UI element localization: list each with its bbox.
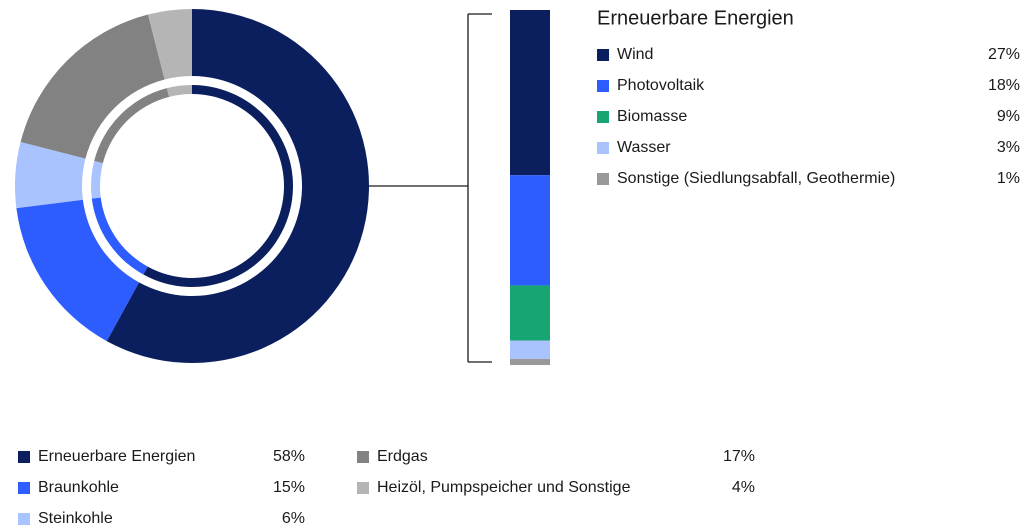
legend-label: Wasser: [617, 139, 671, 156]
legend-swatch: [597, 142, 609, 154]
legend-label: Heizöl, Pumpspeicher und Sonstige: [377, 479, 631, 496]
bar-segment: [510, 358, 550, 365]
donut-segment: [106, 9, 369, 363]
legend-swatch: [18, 513, 30, 525]
legend-label: Wind: [617, 46, 653, 63]
legend-value: 4%: [732, 479, 755, 496]
legend-value: 9%: [997, 108, 1020, 125]
bar-legend-title: Erneuerbare Energien: [597, 7, 794, 29]
legend-swatch: [597, 111, 609, 123]
donut-segment: [16, 199, 140, 342]
bar-segment: [510, 175, 550, 286]
legend-label: Erdgas: [377, 448, 428, 465]
legend-label: Sonstige (Siedlungsabfall, Geothermie): [617, 170, 895, 187]
legend-swatch: [18, 482, 30, 494]
legend-swatch: [18, 451, 30, 463]
legend-value: 15%: [273, 479, 305, 496]
legend-swatch: [597, 173, 609, 185]
legend-swatch: [357, 482, 369, 494]
legend-swatch: [597, 49, 609, 61]
legend-value: 3%: [997, 139, 1020, 156]
legend-label: Photovoltaik: [617, 77, 705, 94]
legend-value: 6%: [282, 510, 305, 527]
legend-value: 58%: [273, 448, 305, 465]
inner-ring-segment: [143, 85, 293, 288]
legend-label: Biomasse: [617, 108, 687, 125]
inner-ring-segment: [91, 197, 148, 275]
legend-label: Braunkohle: [38, 479, 119, 496]
legend-swatch: [597, 80, 609, 92]
bracket: [369, 13, 492, 363]
legend-label: Steinkohle: [38, 510, 113, 527]
inner-ring-segment: [94, 88, 170, 164]
bar-segment: [510, 285, 550, 341]
bar-segment: [510, 340, 550, 359]
inner-ring-segment: [166, 85, 192, 97]
donut-segment: [20, 14, 165, 159]
legend-value: 27%: [988, 46, 1020, 63]
legend-value: 18%: [988, 77, 1020, 94]
legend-label: Erneuerbare Energien: [38, 448, 195, 465]
legend-value: 1%: [997, 170, 1020, 187]
legend-value: 17%: [723, 448, 755, 465]
bar-segment: [510, 10, 550, 176]
donut-segment: [15, 141, 86, 209]
donut-segment: [147, 9, 192, 80]
legend-swatch: [357, 451, 369, 463]
inner-ring-segment: [91, 160, 103, 199]
